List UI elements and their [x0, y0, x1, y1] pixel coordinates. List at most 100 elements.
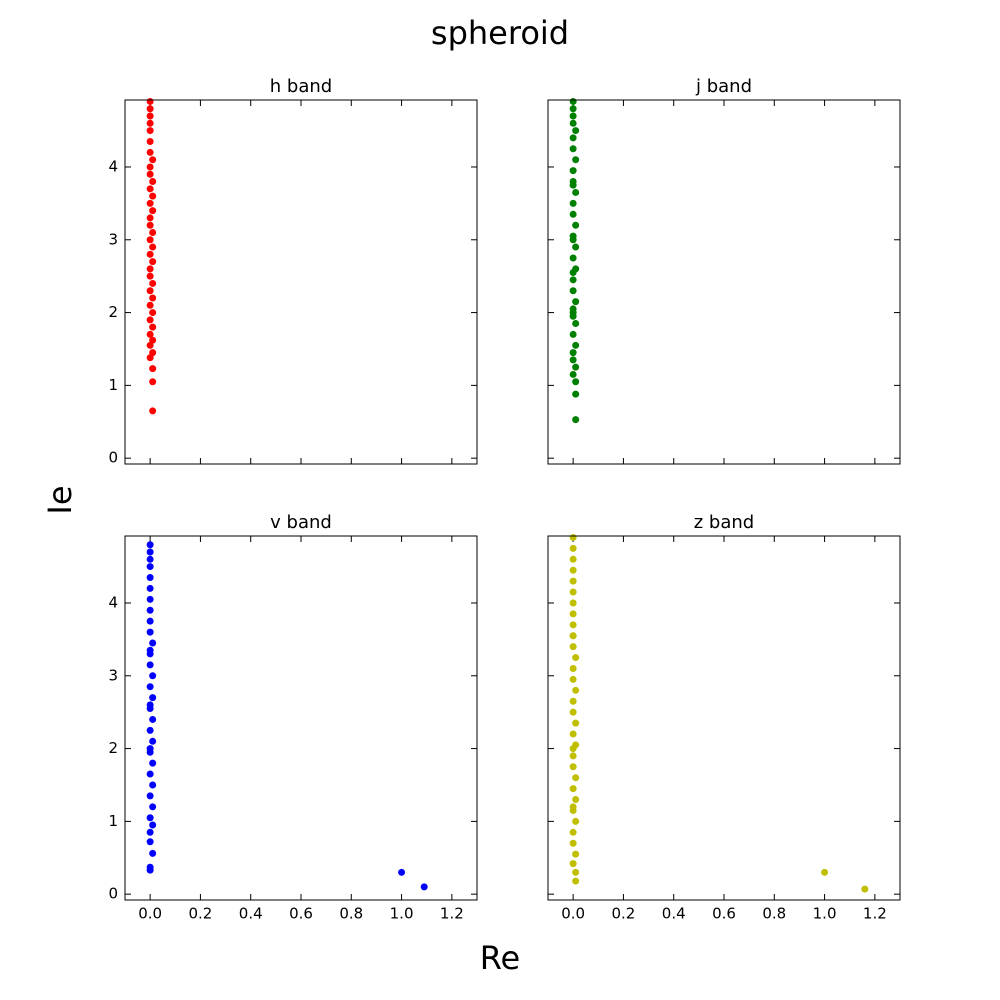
- scatter-point: [569, 312, 577, 320]
- scatter-point: [149, 781, 157, 789]
- scatter-point: [149, 336, 157, 344]
- scatter-point: [569, 97, 577, 105]
- scatter-point: [569, 745, 577, 753]
- scatter-point: [572, 877, 580, 885]
- scatter-point: [146, 792, 154, 800]
- scatter-point: [146, 112, 154, 120]
- scatter-point: [149, 294, 157, 302]
- scatter-point: [398, 868, 406, 876]
- scatter-point: [572, 319, 580, 327]
- scatter-point: [146, 163, 154, 171]
- scatter-point: [569, 119, 577, 127]
- scatter-point: [572, 654, 580, 662]
- plot-frame: [547, 535, 901, 901]
- scatter-point: [420, 883, 428, 891]
- scatter-point: [569, 752, 577, 760]
- scatter-point: [569, 588, 577, 596]
- scatter-point: [146, 199, 154, 207]
- scatter-point: [569, 839, 577, 847]
- scatter-point: [149, 323, 157, 331]
- scatter-point: [149, 192, 157, 200]
- subplot-title: z band: [694, 512, 754, 533]
- scatter-point: [146, 97, 154, 105]
- x-axis-label: Re: [480, 939, 520, 977]
- x-tick-label: 0.0: [561, 905, 585, 923]
- scatter-point: [569, 675, 577, 683]
- figure-title: spheroid: [431, 14, 569, 52]
- y-tick-label: 3: [108, 666, 118, 684]
- x-tick-label: 1.0: [813, 905, 837, 923]
- scatter-point: [146, 221, 154, 229]
- scatter-point: [149, 156, 157, 164]
- scatter-point: [569, 828, 577, 836]
- subplot-title: j band: [695, 76, 752, 97]
- scatter-point: [572, 850, 580, 858]
- scatter-point: [569, 533, 577, 541]
- scatter-point: [569, 621, 577, 629]
- scatter-point: [572, 774, 580, 782]
- plot-frame: [124, 99, 478, 465]
- scatter-point: [821, 868, 829, 876]
- x-tick-label: 0.6: [289, 905, 313, 923]
- y-tick-label: 2: [108, 739, 118, 757]
- scatter-point: [146, 127, 154, 135]
- scatter-point: [572, 686, 580, 694]
- scatter-point: [146, 701, 154, 709]
- scatter-point: [149, 849, 157, 857]
- scatter-point: [569, 555, 577, 563]
- scatter-point: [569, 577, 577, 585]
- scatter-point: [572, 127, 580, 135]
- y-tick-label: 1: [108, 812, 118, 830]
- scatter-point: [146, 595, 154, 603]
- scatter-point: [146, 119, 154, 127]
- scatter-point: [146, 272, 154, 280]
- scatter-point: [146, 863, 154, 871]
- scatter-point: [569, 254, 577, 262]
- scatter-point: [572, 188, 580, 196]
- scatter-point: [861, 885, 869, 893]
- scatter-point: [569, 287, 577, 295]
- scatter-point: [146, 584, 154, 592]
- scatter-point: [146, 330, 154, 338]
- scatter-point: [146, 316, 154, 324]
- scatter-point: [149, 821, 157, 829]
- scatter-point: [149, 258, 157, 266]
- scatter-point: [569, 210, 577, 218]
- y-tick-label: 0: [108, 885, 118, 903]
- scatter-point: [149, 178, 157, 186]
- scatter-point: [149, 349, 157, 357]
- scatter-point: [146, 265, 154, 273]
- y-tick-label: 4: [108, 593, 118, 611]
- scatter-point: [149, 407, 157, 415]
- scatter-point: [146, 250, 154, 258]
- scatter-point: [146, 105, 154, 113]
- y-tick-label: 0: [108, 449, 118, 467]
- scatter-point: [146, 170, 154, 178]
- scatter-point: [572, 817, 580, 825]
- scatter-point: [149, 365, 157, 373]
- scatter-point: [146, 548, 154, 556]
- scatter-point: [146, 573, 154, 581]
- scatter-point: [146, 628, 154, 636]
- scatter-point: [569, 763, 577, 771]
- scatter-point: [146, 137, 154, 145]
- scatter-point: [569, 708, 577, 716]
- y-axis-label: Ie: [41, 485, 79, 514]
- scatter-point: [569, 566, 577, 574]
- scatter-point: [149, 279, 157, 287]
- scatter-point: [149, 378, 157, 386]
- scatter-point: [569, 632, 577, 640]
- scatter-point: [146, 814, 154, 822]
- scatter-point: [146, 646, 154, 654]
- scatter-point: [149, 243, 157, 251]
- scatter-point: [146, 828, 154, 836]
- subplot-title: h band: [270, 76, 332, 97]
- scatter-point: [146, 617, 154, 625]
- scatter-point: [146, 555, 154, 563]
- scatter-point: [569, 860, 577, 868]
- scatter-point: [569, 803, 577, 811]
- scatter-point: [146, 301, 154, 309]
- x-tick-label: 0.2: [611, 905, 635, 923]
